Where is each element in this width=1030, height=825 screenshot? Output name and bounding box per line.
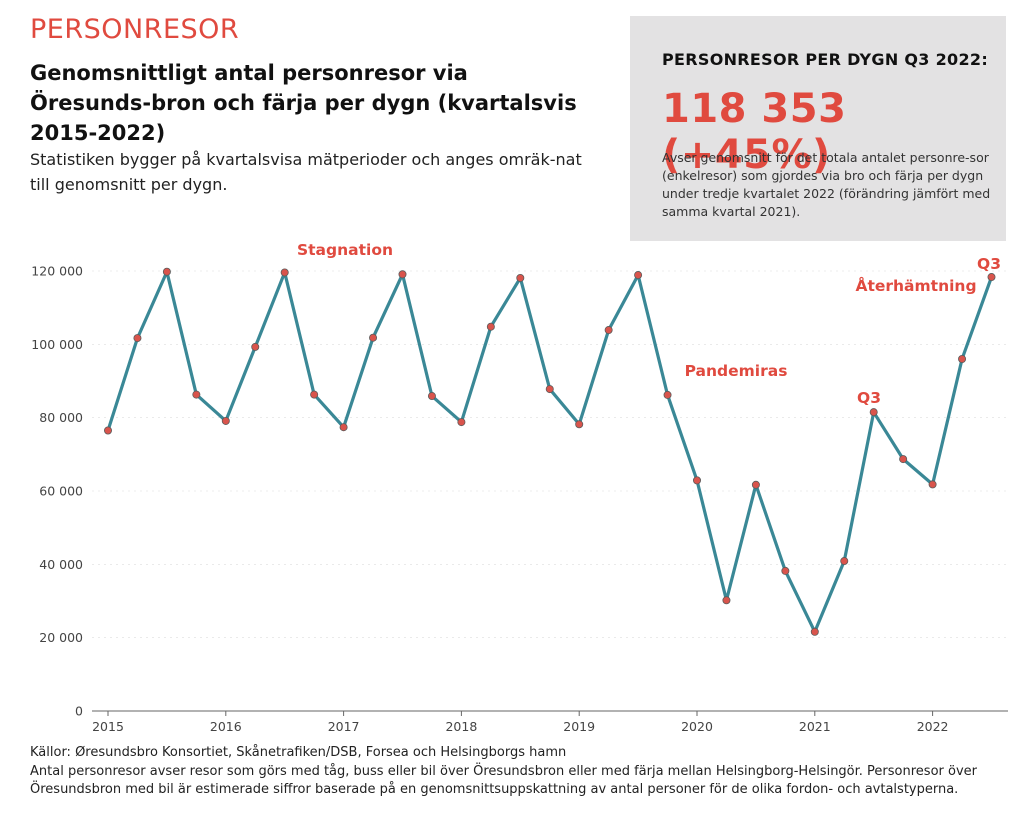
y-axis: 0 20 000 40 000 60 000 80 000 100 000 120 000: [31, 264, 1008, 719]
data-point: [486, 322, 495, 331]
kpi-value: 118 353 (+45%): [662, 86, 847, 178]
data-point: [722, 596, 731, 605]
data-point: [781, 566, 790, 575]
data-point: [663, 390, 672, 399]
x-tick-label: 2018: [445, 719, 477, 734]
y-tick-label: 80 000: [39, 410, 83, 425]
data-point: [958, 355, 967, 364]
y-tick-label: 100 000: [31, 337, 83, 352]
data-point: [310, 390, 319, 399]
annotation-label: Q3: [857, 389, 881, 407]
data-point: [457, 418, 466, 427]
data-point: [369, 333, 378, 342]
annotation-label: Återhämtning: [855, 276, 976, 295]
kpi-box: PERSONRESOR PER DYGN Q3 2022: 118 353 (+…: [630, 16, 1006, 241]
data-point: [221, 416, 230, 425]
x-tick-label: 2015: [92, 719, 124, 734]
data-point: [133, 334, 142, 343]
x-tick-label: 2021: [799, 719, 831, 734]
data-point: [869, 408, 878, 417]
kpi-heading: PERSONRESOR PER DYGN Q3 2022:: [662, 50, 989, 69]
data-point: [634, 271, 643, 280]
data-point: [810, 627, 819, 636]
data-point: [840, 557, 849, 566]
data-point: [251, 342, 260, 351]
x-tick-label: 2022: [917, 719, 949, 734]
footer-note: Antal personresor avser resor som görs m…: [30, 763, 977, 798]
data-point: [928, 480, 937, 489]
data-point: [398, 270, 407, 279]
x-tick-label: 2019: [563, 719, 595, 734]
x-tick-label: 2017: [328, 719, 360, 734]
annotation-label: Pandemiras: [685, 362, 788, 380]
data-point: [545, 385, 554, 394]
data-point: [604, 326, 613, 335]
annotation-label: Q3: [977, 255, 1001, 273]
x-tick-label: 2020: [681, 719, 713, 734]
y-tick-label: 0: [75, 704, 83, 719]
chart-title: Genomsnittligt antal personresor via Öre…: [30, 61, 577, 145]
data-point: [575, 420, 584, 429]
data-point: [192, 390, 201, 399]
y-tick-label: 60 000: [39, 484, 83, 499]
data-point: [427, 392, 436, 401]
data-point: [899, 455, 908, 464]
y-tick-label: 40 000: [39, 557, 83, 572]
data-point: [162, 267, 171, 276]
data-point: [751, 480, 760, 489]
series-line: [106, 270, 994, 634]
data-point: [987, 273, 996, 282]
footer: Källor: Øresundsbro Konsortiet, Skånetra…: [30, 744, 1020, 800]
data-point: [280, 268, 289, 277]
data-point: [104, 426, 113, 435]
y-tick-label: 20 000: [39, 630, 83, 645]
x-axis: 2015 2016 2017 2018 2019 2020 2021 2022: [92, 711, 949, 734]
x-tick-label: 2016: [210, 719, 242, 734]
footer-sources: Källor: Øresundsbro Konsortiet, Skånetra…: [30, 745, 567, 760]
data-point: [516, 273, 525, 282]
y-tick-label: 120 000: [31, 264, 83, 279]
data-points: [104, 267, 996, 636]
data-point: [693, 476, 702, 485]
chart-subtitle: Statistiken bygger på kvartalsvisa mätpe…: [30, 150, 582, 194]
section-label: PERSONRESOR: [30, 14, 240, 45]
kpi-description: Avser genomsnitt för det totala antalet …: [662, 150, 991, 219]
annotation-label: Stagnation: [297, 241, 393, 259]
data-point: [339, 423, 348, 432]
